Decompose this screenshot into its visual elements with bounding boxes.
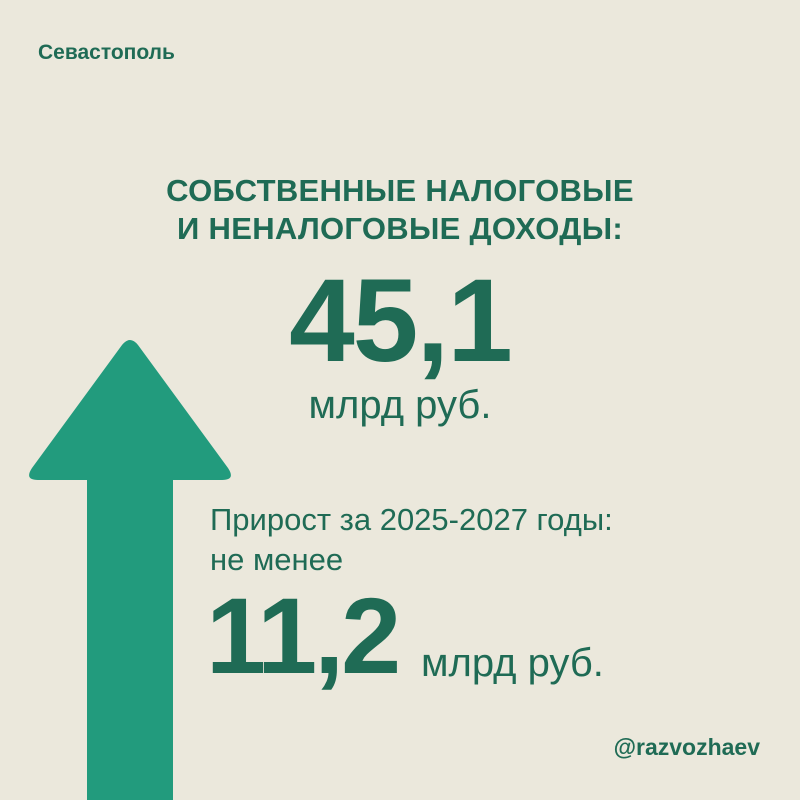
growth-unit: млрд руб.	[421, 641, 604, 685]
growth-label-line-1: Прирост за 2025-2027 годы:	[210, 502, 613, 537]
social-handle: @razvozhaev	[613, 734, 760, 760]
growth-label: Прирост за 2025-2027 годы: не менее	[210, 500, 613, 580]
heading-line-1: СОБСТВЕННЫЕ НАЛОГОВЫЕ	[166, 173, 634, 208]
growth-value: 11,2	[206, 575, 401, 696]
main-unit: млрд руб.	[308, 383, 492, 427]
heading-line-2: И НЕНАЛОГОВЫЕ ДОХОДЫ:	[177, 211, 623, 246]
growth-label-line-2: не менее	[210, 542, 344, 577]
main-value: 45,1	[289, 255, 513, 387]
city-label: Севастополь	[38, 41, 175, 64]
heading: СОБСТВЕННЫЕ НАЛОГОВЫЕ И НЕНАЛОГОВЫЕ ДОХО…	[0, 172, 800, 248]
